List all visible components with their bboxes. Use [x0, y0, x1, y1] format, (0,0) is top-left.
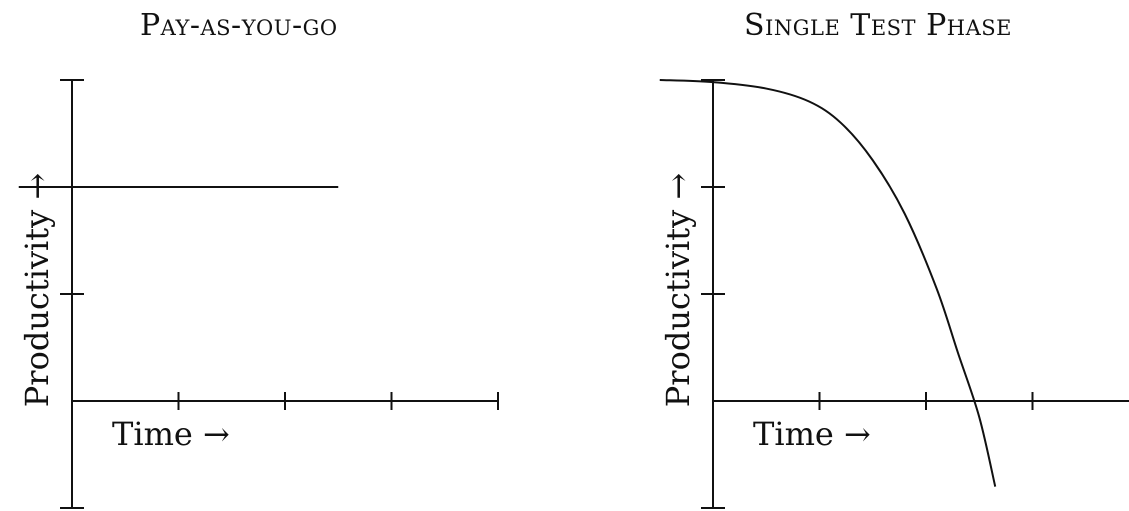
chart-title: Single Test Phase: [744, 8, 1012, 43]
productivity-series-line: [659, 79, 997, 487]
y-axis-label: Productivity →: [659, 173, 697, 407]
chart-panel-pay-as-you-go: Pay-as-you-go Time → Productivity →: [0, 0, 560, 511]
chart-panel-single-test-phase: Single Test Phase Time → Productivity →: [560, 0, 1129, 511]
chart-plot-area: Time → Productivity →: [659, 79, 1129, 509]
x-axis-label: Time →: [112, 415, 230, 453]
chart-title: Pay-as-you-go: [140, 8, 338, 43]
y-axis-label: Productivity →: [18, 173, 56, 407]
x-axis-label: Time →: [753, 415, 871, 453]
chart-plot-area: Time → Productivity →: [18, 79, 499, 509]
